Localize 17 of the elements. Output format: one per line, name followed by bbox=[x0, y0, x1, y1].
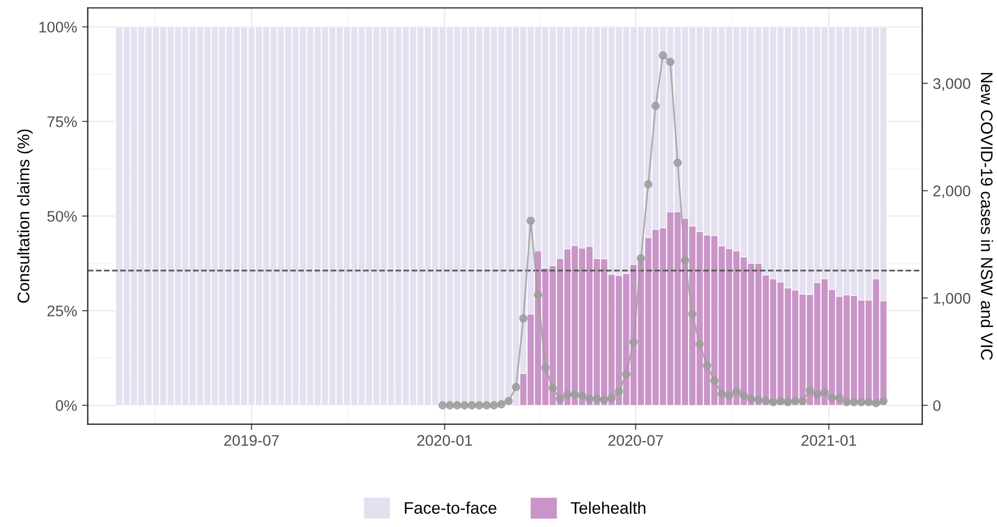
y-tick-label: 0% bbox=[56, 400, 77, 411]
y2-tick-label: 3,000 bbox=[933, 78, 970, 91]
y2-axis-title: New COVID-19 cases in NSW and VIC bbox=[980, 72, 994, 360]
legend-label: Face-to-face bbox=[404, 502, 496, 514]
y-axis-title: Consultation claims (%) bbox=[17, 130, 33, 303]
x-tick-label: 2019-07 bbox=[224, 435, 279, 446]
y2-tick-label: 0 bbox=[933, 400, 941, 412]
x-tick-label: 2021-01 bbox=[802, 435, 856, 446]
y-tick-label: 75% bbox=[48, 116, 77, 128]
y-tick-label: 50% bbox=[47, 210, 77, 222]
y2-tick-label: 1,000 bbox=[934, 292, 970, 306]
y2-tick-label: 2,000 bbox=[933, 186, 970, 198]
x-tick-label: 2020-07 bbox=[608, 435, 663, 446]
y-tick-label: 100% bbox=[39, 22, 77, 33]
x-tick-label: 2020-01 bbox=[417, 435, 472, 446]
legend-label: Telehealth bbox=[570, 502, 646, 514]
y-tick-label: 25% bbox=[48, 306, 77, 316]
